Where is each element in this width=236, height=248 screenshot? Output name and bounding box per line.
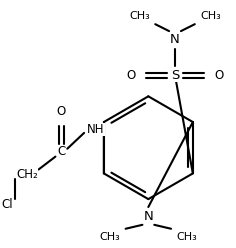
Text: C: C xyxy=(57,145,65,158)
Text: O: O xyxy=(126,69,135,82)
Text: CH₃: CH₃ xyxy=(177,232,197,242)
Text: N: N xyxy=(170,32,180,45)
Text: O: O xyxy=(215,69,224,82)
Text: CH₂: CH₂ xyxy=(16,168,38,181)
Text: Cl: Cl xyxy=(1,198,13,211)
Text: CH₃: CH₃ xyxy=(200,11,221,21)
Text: S: S xyxy=(171,69,179,82)
Text: O: O xyxy=(57,105,66,118)
Text: N: N xyxy=(143,210,153,223)
Text: CH₃: CH₃ xyxy=(129,11,150,21)
Text: CH₃: CH₃ xyxy=(99,232,120,242)
Text: NH: NH xyxy=(87,124,105,136)
